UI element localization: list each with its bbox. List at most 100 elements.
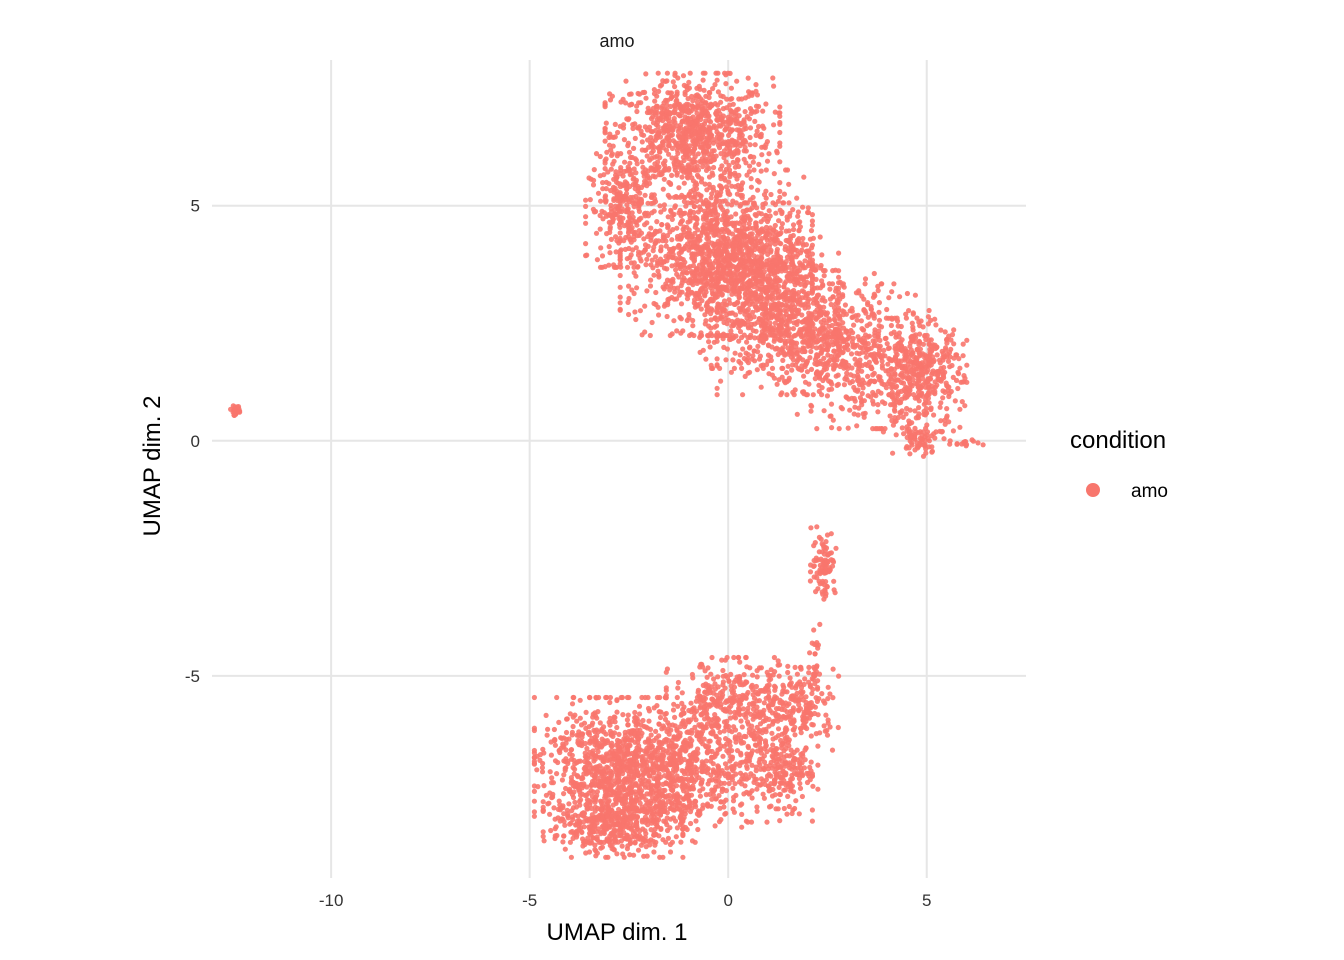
data-point	[719, 226, 725, 233]
data-point	[875, 388, 881, 394]
data-point	[758, 168, 764, 174]
data-point	[906, 308, 912, 314]
data-point	[755, 349, 761, 355]
data-point	[817, 234, 823, 240]
data-point	[809, 287, 815, 293]
data-point	[753, 220, 759, 226]
data-point	[708, 195, 714, 201]
data-point	[818, 312, 824, 318]
data-point	[664, 70, 671, 76]
data-point	[798, 664, 804, 671]
data-point	[718, 275, 724, 281]
data-point	[796, 347, 802, 353]
data-point	[661, 176, 667, 182]
data-point	[681, 82, 687, 88]
data-point	[709, 288, 715, 294]
data-point	[791, 693, 797, 699]
data-point	[730, 276, 736, 282]
data-point	[837, 296, 843, 302]
data-point	[743, 654, 749, 661]
data-point	[900, 380, 907, 386]
data-point	[723, 708, 729, 714]
data-point	[774, 249, 780, 255]
data-point	[823, 712, 829, 718]
data-point	[586, 175, 592, 181]
data-point	[821, 723, 827, 729]
data-point	[891, 329, 897, 335]
data-point	[663, 685, 669, 691]
data-point	[709, 654, 715, 661]
data-point	[777, 121, 783, 127]
data-point	[776, 218, 782, 224]
data-point	[954, 441, 960, 447]
data-point	[728, 108, 735, 115]
data-point	[839, 360, 846, 366]
data-point	[688, 188, 694, 195]
data-point	[732, 220, 738, 226]
data-point	[680, 104, 686, 110]
data-point	[946, 393, 952, 400]
data-point	[692, 130, 698, 136]
data-point	[652, 154, 658, 160]
data-point	[631, 260, 637, 266]
data-point	[643, 71, 649, 77]
data-point	[914, 315, 920, 321]
data-point	[684, 109, 690, 115]
data-point	[657, 203, 663, 209]
data-point	[652, 196, 658, 202]
data-point	[777, 180, 783, 186]
data-point	[732, 243, 738, 249]
data-point	[700, 164, 706, 170]
data-point	[907, 387, 913, 393]
data-point	[777, 188, 783, 194]
data-point	[789, 307, 795, 313]
data-point	[824, 337, 830, 343]
data-point	[779, 225, 785, 231]
data-point	[822, 700, 828, 706]
data-point	[695, 151, 702, 157]
data-point	[706, 258, 713, 264]
data-point	[929, 371, 935, 377]
data-point	[726, 162, 732, 168]
data-point	[747, 369, 753, 375]
data-point	[636, 185, 642, 191]
data-point	[810, 235, 817, 241]
data-point	[763, 308, 769, 315]
data-point	[691, 159, 697, 165]
data-point	[687, 332, 693, 339]
data-point	[774, 345, 780, 351]
data-point	[879, 362, 886, 368]
data-point	[791, 226, 797, 233]
data-point	[821, 582, 828, 588]
data-point	[769, 365, 776, 371]
data-point	[694, 265, 700, 271]
data-point	[724, 227, 730, 233]
data-point	[866, 379, 873, 386]
data-point	[678, 236, 684, 242]
data-point	[794, 671, 801, 677]
data-point	[873, 358, 879, 365]
data-point	[839, 406, 846, 412]
data-point	[741, 332, 747, 338]
data-point	[929, 348, 935, 354]
data-point	[808, 402, 814, 408]
data-point	[859, 363, 865, 369]
data-point	[896, 400, 902, 406]
data-point	[699, 131, 706, 138]
data-point	[909, 320, 915, 326]
data-point	[704, 674, 710, 680]
data-point	[831, 305, 838, 311]
data-point	[634, 285, 640, 291]
data-point	[675, 150, 681, 156]
data-point	[747, 134, 753, 141]
data-point	[915, 376, 921, 382]
data-point	[681, 275, 687, 281]
data-point	[823, 591, 829, 597]
data-point	[865, 334, 871, 340]
data-point	[849, 395, 855, 401]
data-point	[752, 304, 759, 310]
data-point	[648, 232, 654, 238]
data-point	[948, 337, 954, 343]
data-point	[703, 214, 710, 221]
data-point	[941, 436, 947, 442]
